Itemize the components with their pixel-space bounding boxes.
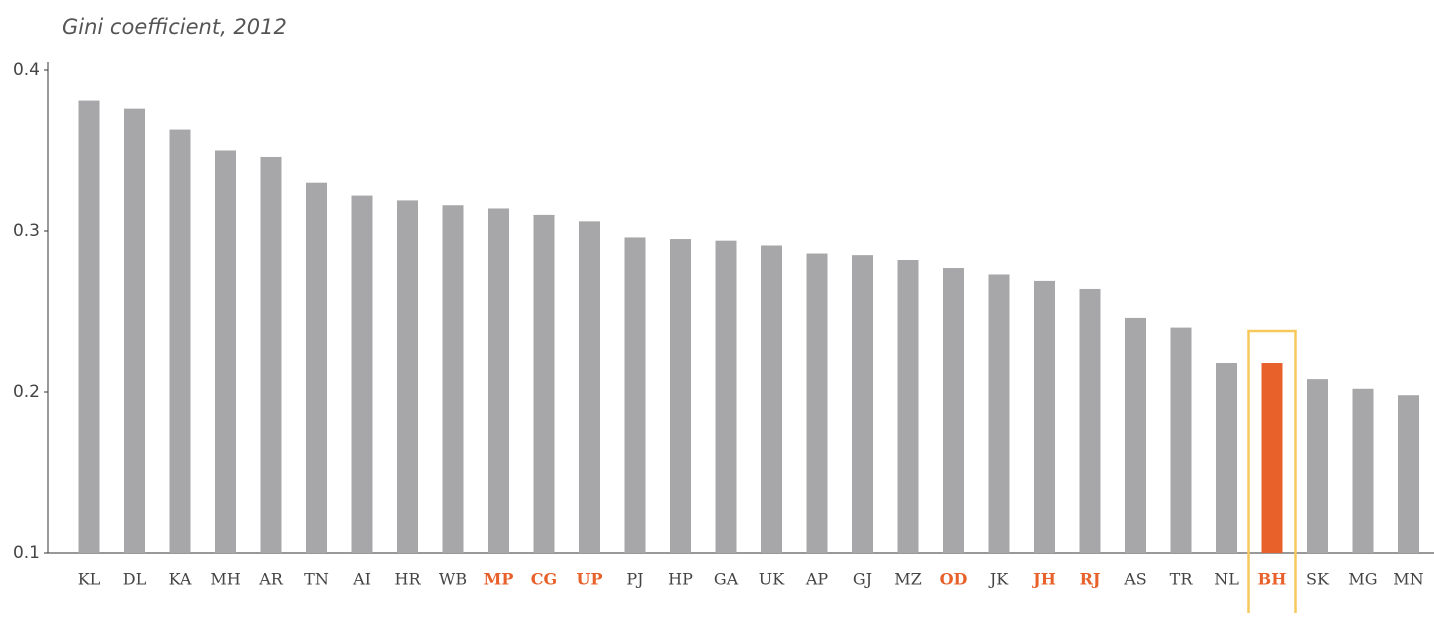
bar [1125, 317, 1146, 553]
chart-title: Gini coefficient, 2012 [62, 15, 287, 39]
bar [715, 240, 737, 553]
x-tick-label: NL [1214, 570, 1239, 589]
bar [169, 129, 191, 553]
x-tick-label: KA [169, 570, 192, 589]
bar [1352, 388, 1374, 553]
x-tick-label: TN [304, 570, 329, 589]
x-tick-label: KL [78, 570, 101, 589]
x-tick-label: HR [395, 570, 422, 589]
x-tick-label: AP [805, 570, 829, 589]
bar [1261, 363, 1283, 553]
y-tick-label: 0.3 [13, 221, 40, 241]
bar [761, 245, 782, 554]
x-tick-label: CG [531, 570, 557, 589]
x-tick-label: AI [352, 570, 371, 589]
x-tick-label: MH [210, 570, 240, 589]
x-tick-label: JK [988, 570, 1009, 589]
x-tick-label: TR [1170, 570, 1194, 589]
bar [1216, 363, 1237, 553]
x-tick-label: GJ [853, 570, 872, 589]
bar [670, 239, 691, 554]
bar [897, 259, 919, 553]
bar [1170, 327, 1192, 553]
bar [943, 268, 964, 553]
bar [988, 274, 1010, 553]
bar [624, 237, 646, 553]
x-tick-label: OD [940, 570, 968, 589]
bar [215, 150, 236, 553]
x-tick-label: SK [1306, 570, 1330, 589]
bar [1034, 280, 1055, 553]
bar [78, 100, 100, 553]
bar [397, 200, 418, 553]
x-tick-label: MN [1393, 570, 1423, 589]
bar [442, 205, 464, 554]
x-tick-label: PJ [626, 570, 643, 589]
bar [533, 214, 555, 553]
bar [124, 108, 145, 553]
bar [260, 156, 282, 553]
x-tick-label: UK [759, 570, 785, 589]
bar [1307, 379, 1328, 553]
x-tick-label: MZ [894, 570, 922, 589]
x-tick-label: JH [1031, 570, 1056, 589]
y-tick-label: 0.2 [13, 382, 40, 402]
bar [852, 255, 873, 553]
x-tick-label: MP [484, 570, 514, 589]
bar [806, 253, 828, 554]
x-tick-label: HP [668, 570, 693, 589]
x-tick-label: DL [123, 570, 147, 589]
x-tick-label: UP [577, 570, 603, 589]
x-tick-label: BH [1258, 570, 1287, 589]
x-tick-label: AS [1123, 570, 1147, 589]
bar [306, 182, 327, 553]
x-tick-label: AR [258, 570, 284, 589]
x-tick-label: MG [1348, 570, 1377, 589]
x-tick-label: GA [714, 570, 739, 589]
bar [488, 208, 509, 553]
x-tick-label: RJ [1080, 570, 1101, 589]
x-tick-label: WB [439, 570, 467, 589]
bar [579, 221, 600, 553]
bar [351, 195, 373, 553]
y-tick-label: 0.4 [13, 60, 40, 80]
y-tick-label: 0.1 [13, 543, 40, 563]
bar [1398, 395, 1419, 553]
bar [1079, 288, 1101, 553]
